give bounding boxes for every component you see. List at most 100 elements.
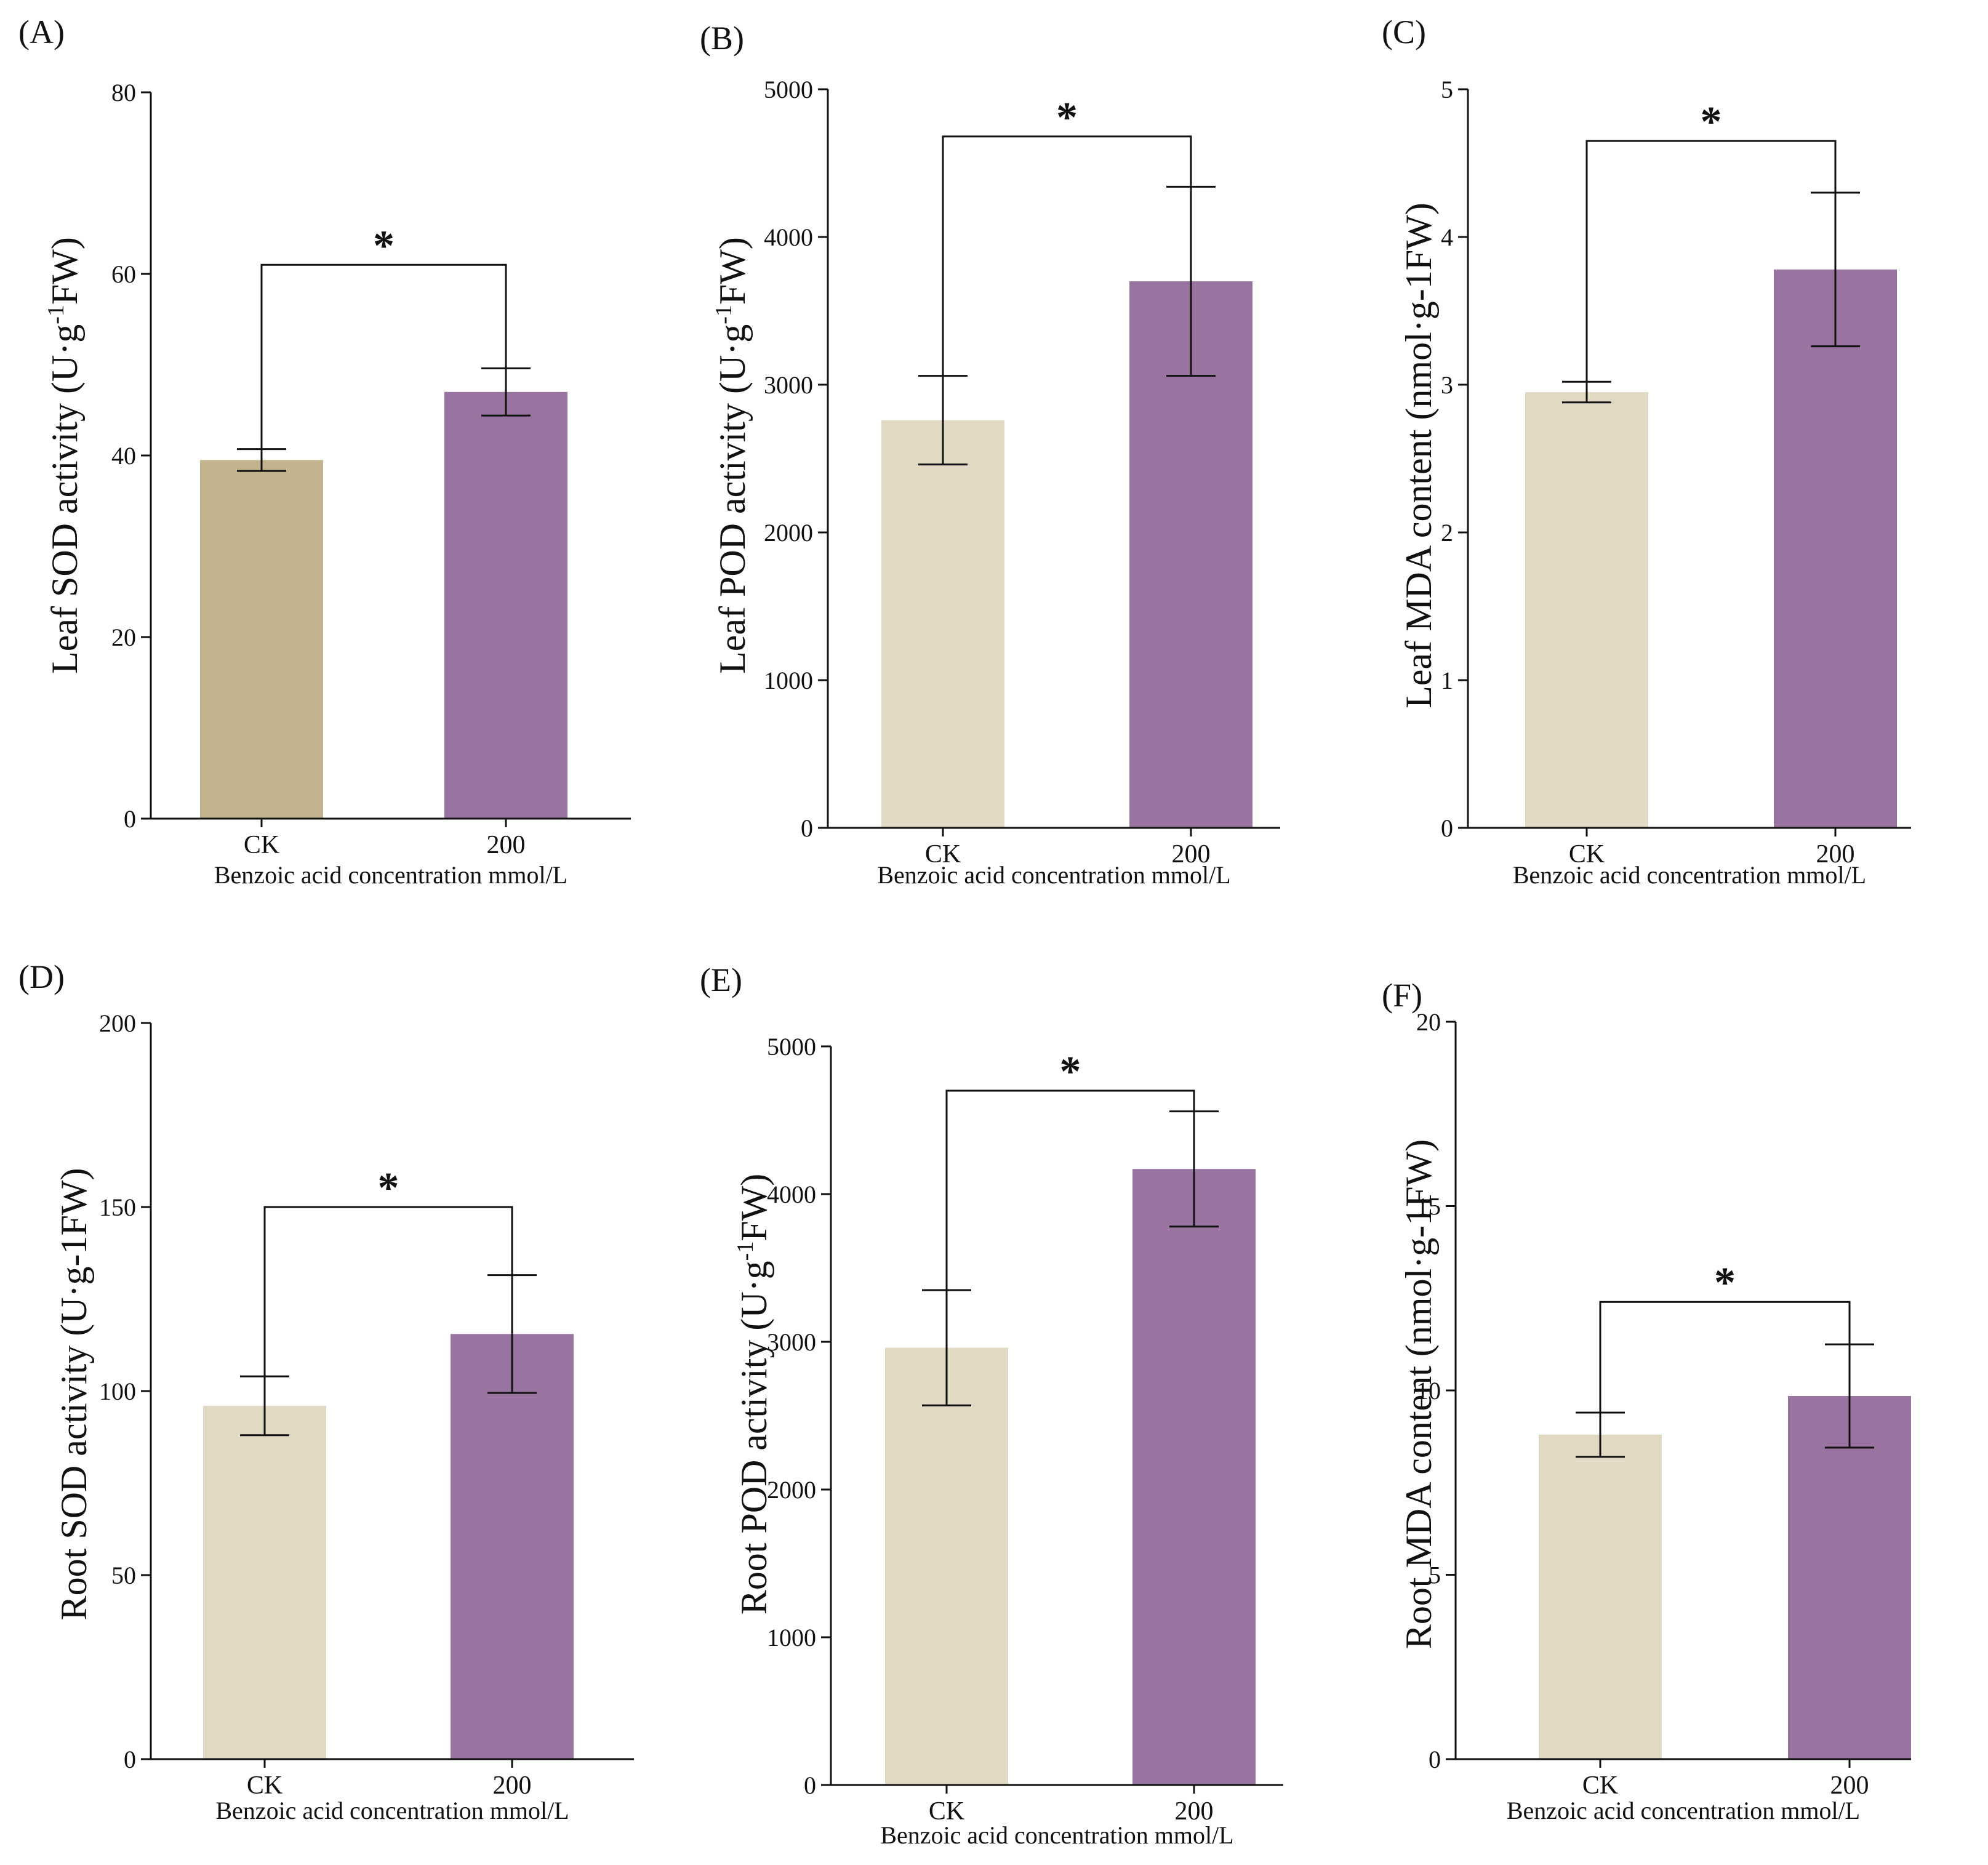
y-axis-label-main: Root MDA content (nmol·g-1FW): [1398, 1139, 1439, 1649]
bar-ck: [1539, 1434, 1662, 1759]
y-tick-label: 2000: [764, 519, 813, 547]
panel-label: (B): [700, 20, 744, 57]
bar-ck: [203, 1405, 326, 1759]
y-tick-label: 3: [1441, 371, 1453, 399]
significance-star: *: [1056, 94, 1078, 142]
y-tick-label: 4000: [764, 223, 813, 251]
bar-200: [444, 391, 567, 819]
y-axis-label: Leaf SOD activity (U·g-1FW): [43, 237, 85, 674]
x-axis-label: Benzoic acid concentration mmol/L: [877, 861, 1230, 889]
significance-bracket: [945, 1089, 1195, 1290]
y-tick-label: 20: [1416, 1008, 1441, 1036]
bar-ck: [200, 460, 323, 819]
significance-star: *: [1714, 1259, 1736, 1307]
x-tick-label: 200: [1816, 840, 1855, 868]
x-axis-label: Benzoic acid concentration mmol/L: [1507, 1797, 1860, 1824]
y-tick-label: 50: [111, 1562, 136, 1589]
y-tick-label: 40: [111, 442, 136, 470]
y-axis-label: Root POD activity (U·g-1FW): [732, 1174, 774, 1615]
significance-bracket: [260, 263, 507, 449]
y-tick-label: 5: [1441, 76, 1453, 103]
y-tick-label: 1000: [764, 667, 813, 694]
panel-label: (E): [700, 961, 742, 998]
y-tick-label: 0: [124, 805, 136, 833]
significance-bracket: [942, 135, 1192, 376]
significance-star: *: [378, 1165, 399, 1212]
y-tick-label: 20: [111, 624, 136, 651]
x-axis-label: Benzoic acid concentration mmol/L: [1513, 861, 1866, 889]
y-axis-label: Leaf MDA content (nmol·g-1FW): [1398, 203, 1439, 708]
x-tick-label: CK: [1569, 840, 1605, 868]
x-tick-label: 200: [1172, 840, 1211, 868]
x-tick-label: CK: [247, 1771, 283, 1800]
y-tick-label: 60: [111, 260, 136, 288]
y-tick-label: 15: [1416, 1193, 1441, 1221]
y-tick-label: 5000: [764, 76, 813, 103]
y-axis-label-main: Leaf MDA content (nmol·g-1FW): [1398, 203, 1439, 708]
panel-label: (C): [1382, 14, 1426, 50]
x-tick-label: CK: [925, 840, 961, 868]
y-axis-label: Root MDA content (nmol·g-1FW): [1398, 1139, 1439, 1649]
x-tick-label: CK: [929, 1797, 964, 1826]
x-axis-label: Benzoic acid concentration mmol/L: [215, 1797, 569, 1824]
x-tick-label: CK: [244, 831, 279, 859]
significance-star: *: [1060, 1048, 1081, 1096]
x-tick-label: 200: [493, 1771, 532, 1800]
significance-star: *: [373, 222, 395, 270]
y-tick-label: 0: [124, 1746, 136, 1773]
y-tick-label: 200: [99, 1009, 136, 1037]
y-tick-label: 3000: [767, 1328, 816, 1356]
panel-label: (F): [1382, 977, 1422, 1014]
panel-label: (D): [18, 958, 65, 995]
x-tick-label: 200: [1175, 1797, 1214, 1826]
bar-200: [1774, 269, 1897, 828]
y-tick-label: 4: [1441, 223, 1453, 251]
y-tick-label: 80: [111, 79, 136, 106]
bar-200: [451, 1334, 574, 1759]
bar-200: [1788, 1395, 1911, 1759]
y-tick-label: 1: [1441, 667, 1453, 694]
y-tick-label: 1000: [767, 1624, 816, 1651]
y-tick-label: 0: [1441, 814, 1453, 842]
y-axis-label: Root SOD activity (U·g-1FW): [54, 1168, 94, 1621]
significance-star: *: [1701, 98, 1722, 146]
bar-ck: [1525, 392, 1648, 828]
y-tick-label: 2000: [767, 1476, 816, 1504]
y-axis-label-tail: FW): [44, 237, 85, 305]
bar-ck: [881, 420, 1004, 828]
y-tick-label: 0: [1429, 1746, 1441, 1773]
bar-ck: [885, 1347, 1008, 1785]
y-axis-label-tail: FW): [712, 237, 753, 305]
y-tick-label: 0: [801, 814, 813, 842]
y-axis-label-superscript: -1: [732, 1241, 758, 1261]
y-axis-label-superscript: -1: [711, 305, 737, 324]
panel-label: (A): [18, 14, 65, 50]
x-tick-label: 200: [487, 831, 526, 859]
y-tick-label: 5: [1429, 1562, 1441, 1589]
significance-bracket: [1599, 1301, 1851, 1413]
y-tick-label: 2: [1441, 519, 1453, 547]
x-axis-label: Benzoic acid concentration mmol/L: [214, 861, 567, 889]
y-axis-label-superscript: -1: [43, 305, 69, 324]
y-tick-label: 10: [1416, 1377, 1441, 1405]
y-axis-label: Leaf POD activity (U·g-1FW): [711, 237, 753, 674]
significance-bracket: [1585, 140, 1837, 382]
y-axis-label-main: Root POD activity (U·g: [734, 1261, 774, 1614]
y-tick-label: 100: [99, 1378, 136, 1405]
significance-bracket: [263, 1206, 513, 1377]
y-tick-label: 0: [804, 1771, 816, 1799]
y-tick-label: 150: [99, 1193, 136, 1221]
y-axis-label-main: Leaf POD activity (U·g: [712, 324, 753, 674]
y-tick-label: 5000: [767, 1033, 816, 1061]
x-tick-label: 200: [1830, 1771, 1869, 1800]
bar-200: [1132, 1169, 1256, 1785]
y-tick-label: 3000: [764, 371, 813, 399]
x-tick-label: CK: [1582, 1771, 1618, 1800]
